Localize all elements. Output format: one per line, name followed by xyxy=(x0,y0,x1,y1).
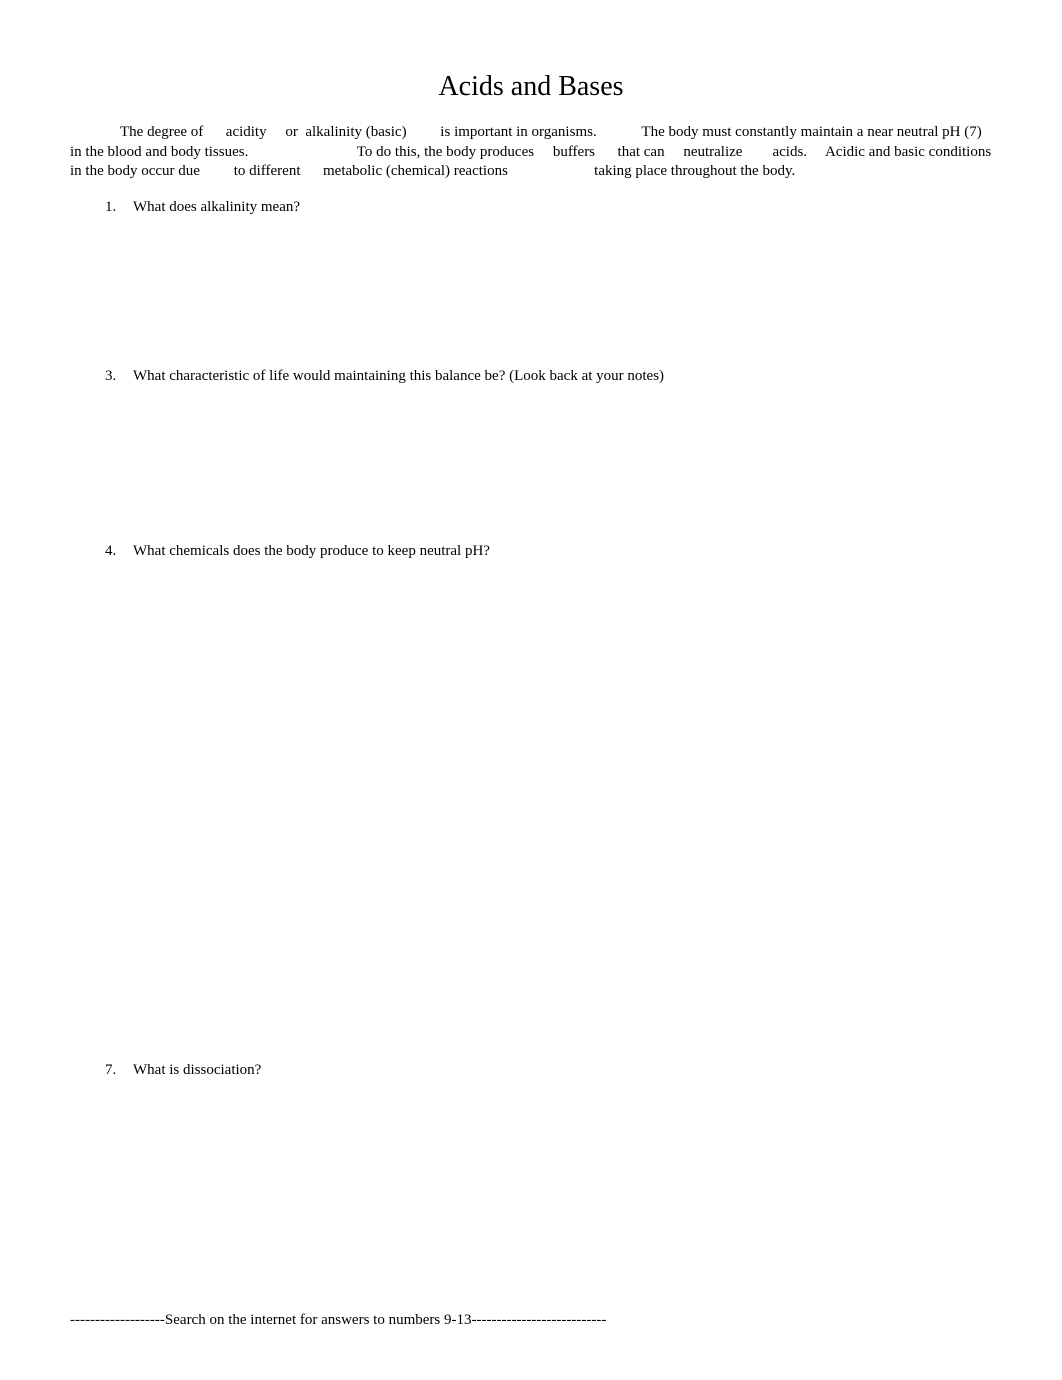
question-text: What chemicals does the body produce to … xyxy=(133,542,490,562)
question-item: 7. What is dissociation? xyxy=(105,1061,992,1081)
question-text: What is dissociation? xyxy=(133,1061,261,1081)
question-text: What characteristic of life would mainta… xyxy=(133,367,664,387)
question-number: 1. xyxy=(105,198,133,218)
question-text: What does alkalinity mean? xyxy=(133,198,300,218)
question-number: 7. xyxy=(105,1061,133,1081)
answer-space xyxy=(70,217,992,367)
footer-divider-text: -------------------Search on the interne… xyxy=(70,1311,992,1331)
question-item: 3. What characteristic of life would mai… xyxy=(105,367,992,387)
answer-space xyxy=(70,1081,992,1291)
question-item: 1. What does alkalinity mean? xyxy=(105,198,992,218)
question-list: 4. What chemicals does the body produce … xyxy=(70,542,992,562)
question-list: 3. What characteristic of life would mai… xyxy=(70,367,992,387)
question-number: 4. xyxy=(105,542,133,562)
question-number: 3. xyxy=(105,367,133,387)
answer-space xyxy=(70,716,992,1061)
question-list: 7. What is dissociation? xyxy=(70,1061,992,1081)
page-title: Acids and Bases xyxy=(70,69,992,105)
answer-space xyxy=(70,561,992,716)
answer-space xyxy=(70,387,992,542)
intro-paragraph: The degree of acidity or alkalinity (bas… xyxy=(70,123,992,182)
question-item: 4. What chemicals does the body produce … xyxy=(105,542,992,562)
question-list: 1. What does alkalinity mean? xyxy=(70,198,992,218)
